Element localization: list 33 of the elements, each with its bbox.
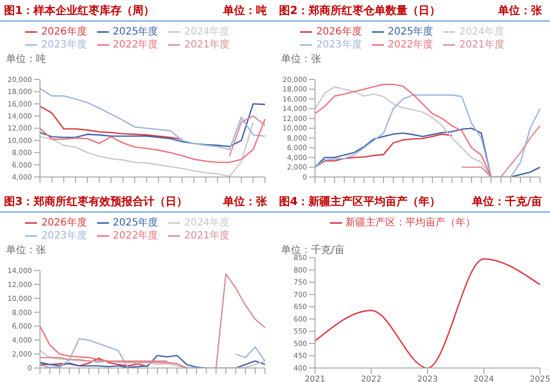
chart-title: 图2：郑商所红枣仓单数量（日） — [279, 2, 441, 18]
legend-label: 2022年度 — [388, 39, 434, 50]
legend-label: 2025年度 — [112, 26, 158, 38]
x-tick-label: 2024 — [474, 374, 494, 382]
chart-title: 图3：郑商所红枣有效预报合计（日） — [4, 194, 188, 208]
chart-subtitle: 单位：吨 — [223, 2, 267, 18]
legend-label: 2021年度 — [184, 39, 230, 50]
legend-label: 2022年度 — [112, 230, 158, 242]
y-axis-title: 单位：张 — [6, 244, 46, 257]
legend-label: 2026年度 — [316, 26, 362, 38]
chart-subtitle: 单位：张 — [498, 2, 542, 18]
legend-label: 2023年度 — [41, 230, 87, 242]
chart-title: 图4：新疆主产区平均亩产（年） — [279, 194, 441, 208]
legend-label: 2023年度 — [316, 39, 362, 50]
legend-label: 2021年度 — [184, 230, 230, 242]
legend-label: 2022年度 — [112, 39, 158, 50]
legend-label: 新疆主产区：平均亩产（年） — [346, 218, 476, 229]
x-tick-label: 2021 — [304, 374, 326, 382]
legend-label: 2025年度 — [112, 218, 158, 229]
x-tick-label: 2025 — [530, 374, 550, 382]
y-axis-title: 单位：张 — [281, 52, 321, 66]
legend-label: 2023年度 — [41, 39, 87, 50]
legend-label: 2026年度 — [41, 26, 87, 38]
x-tick-label: 2022 — [361, 374, 382, 382]
legend-label: 2021年度 — [459, 39, 505, 50]
x-tick-label: 2023 — [417, 374, 438, 382]
y-axis-title: 单位：千克/亩 — [281, 244, 344, 256]
legend-label: 2026年度 — [41, 218, 87, 229]
chart-subtitle: 单位：千克/亩 — [472, 194, 542, 208]
chart-subtitle: 单位：张 — [223, 194, 267, 208]
chart-title: 图1：样本企业红枣库存（周） — [4, 2, 155, 18]
legend-label: 2025年度 — [388, 26, 434, 38]
y-axis-title: 单位：吨 — [6, 52, 46, 66]
